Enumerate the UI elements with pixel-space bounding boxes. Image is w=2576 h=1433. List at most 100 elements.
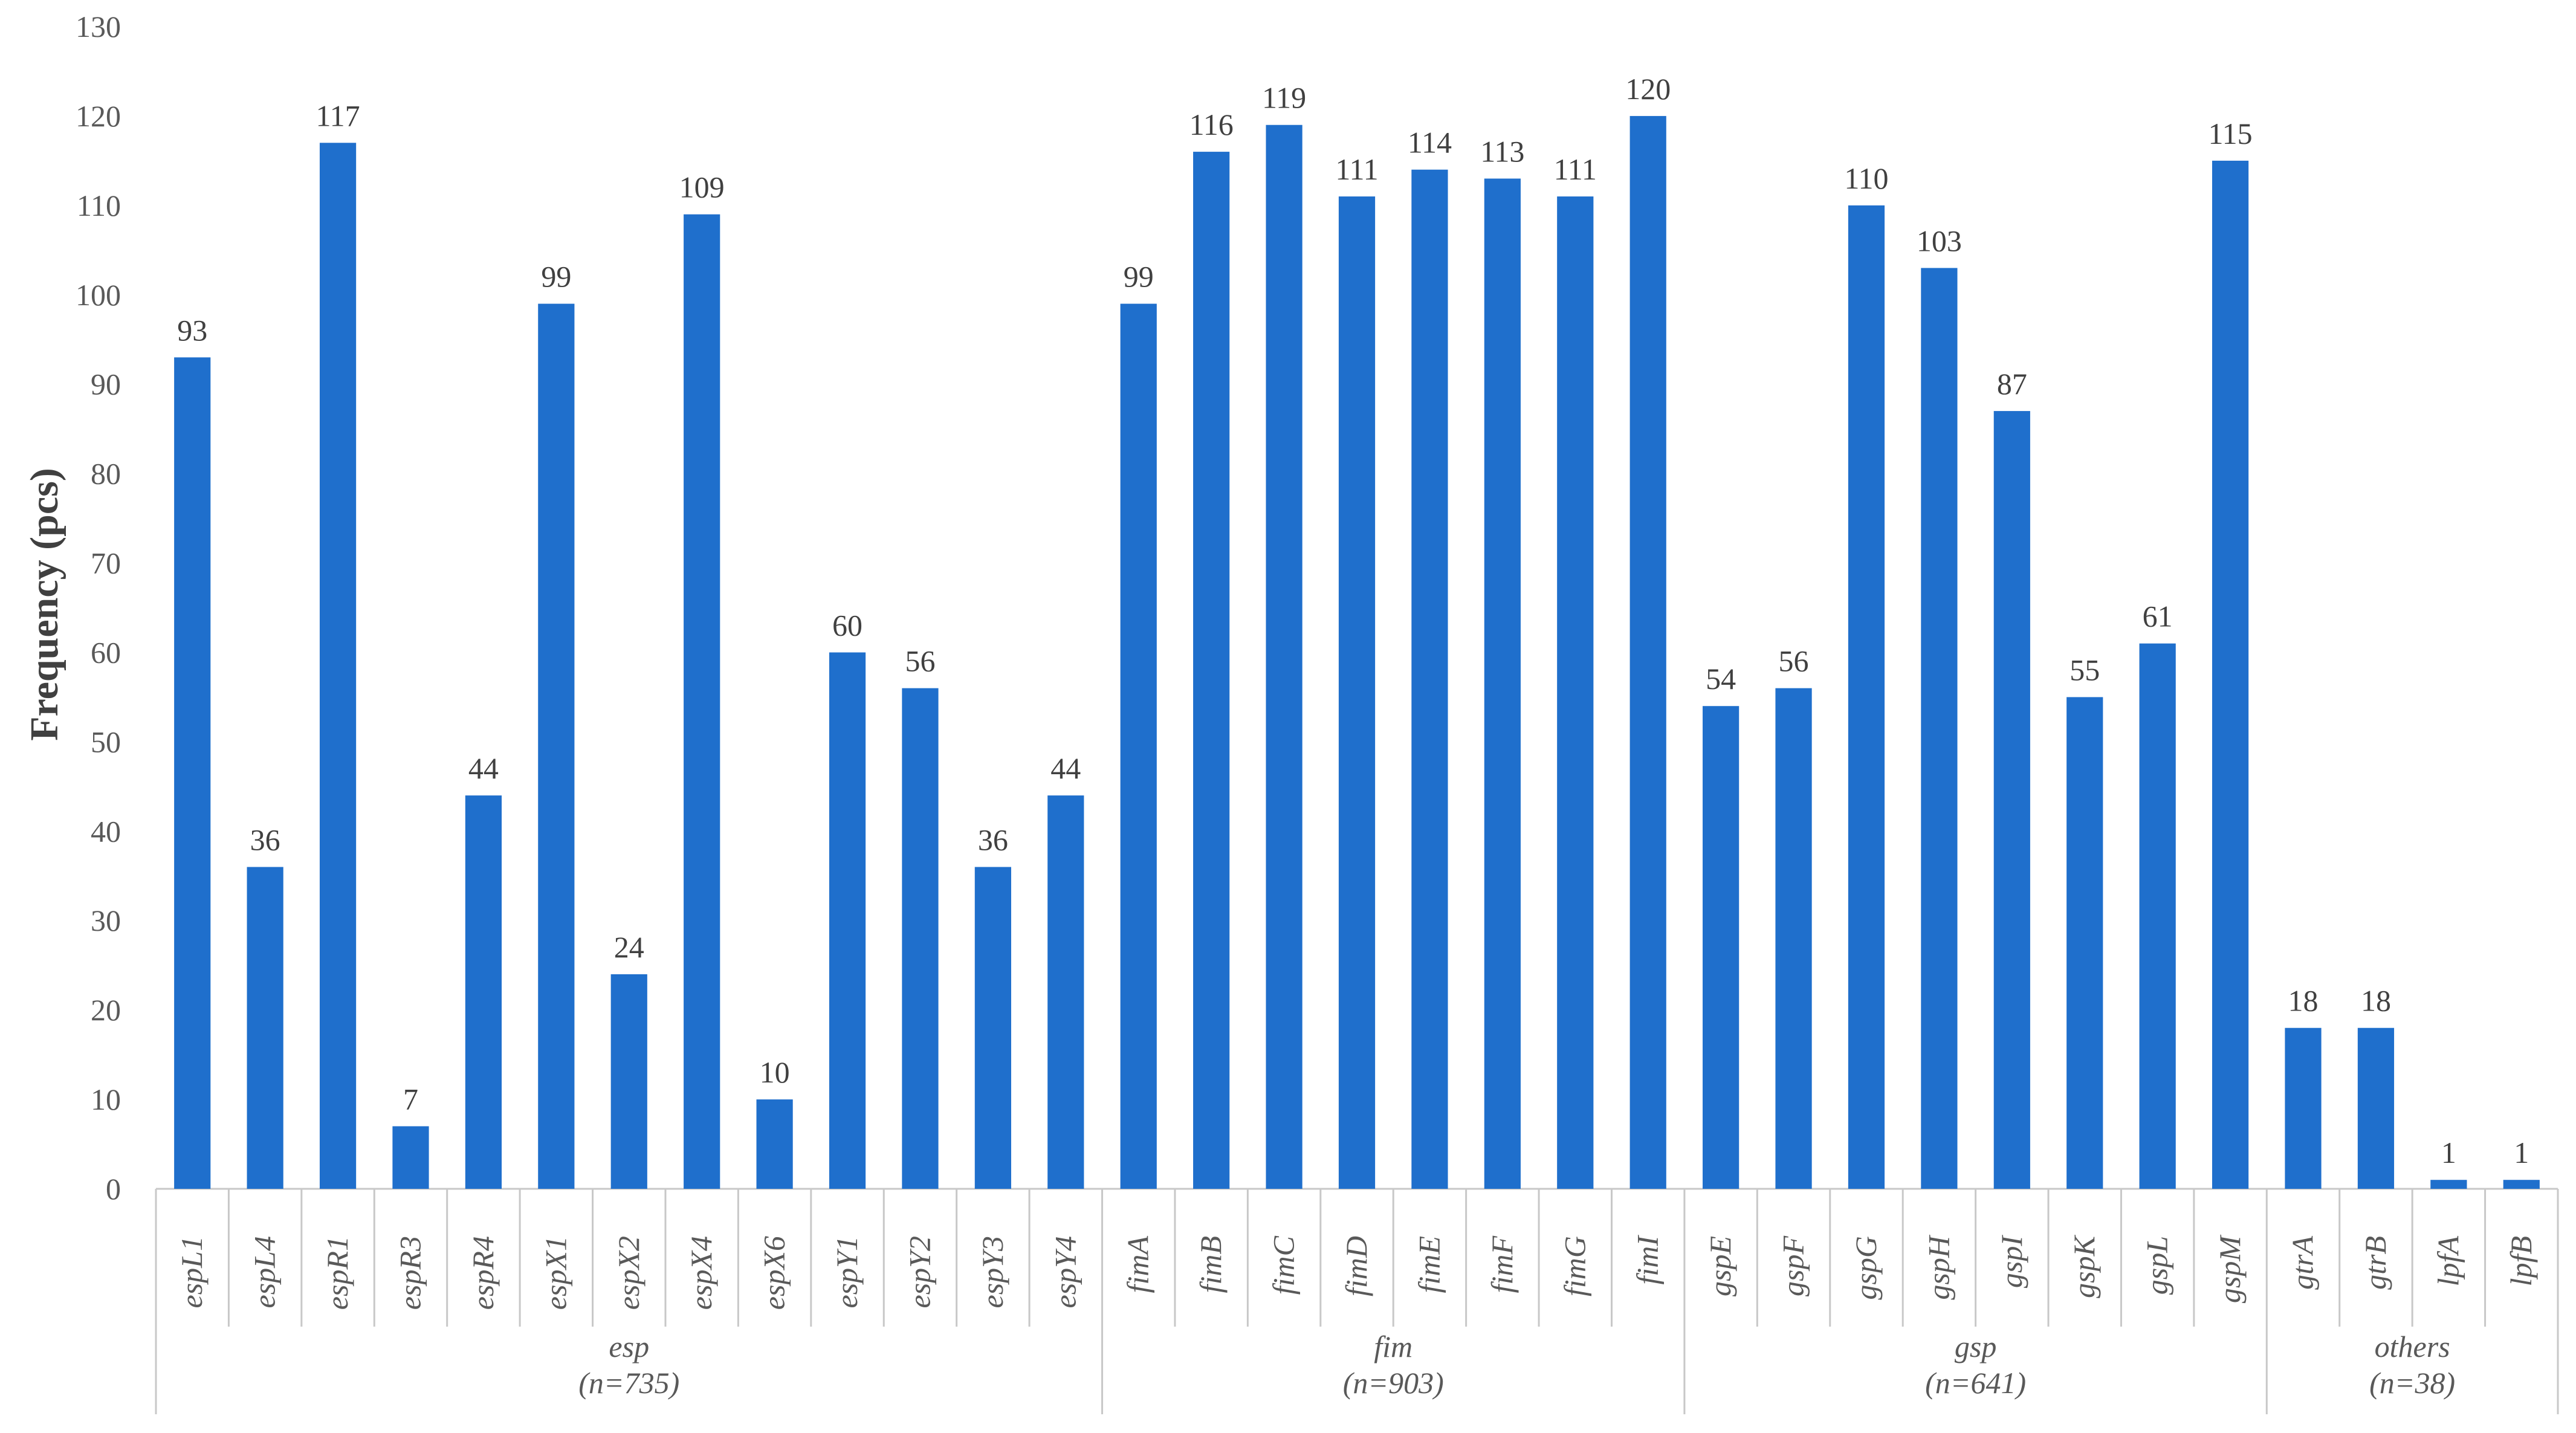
y-tick-label: 100 [76,278,121,312]
bar-gtrB [2357,1027,2395,1189]
bar-espR1 [319,143,357,1189]
data-label-gspF: 56 [1779,644,1809,678]
category-label-gspK: gspK [2067,1234,2101,1298]
data-label-gtrB: 18 [2361,984,2391,1018]
data-label-gtrA: 18 [2288,984,2319,1018]
bar-espY3 [974,867,1011,1189]
category-label-espY1: espY1 [830,1236,864,1308]
data-label-espR3: 7 [403,1082,418,1116]
bar-fimD [1338,196,1376,1189]
y-tick-label: 130 [76,10,121,44]
data-label-gspH: 103 [1917,224,1962,257]
category-label-espX6: espX6 [757,1236,791,1310]
category-label-lpfB: lpfB [2504,1236,2538,1286]
category-labels: espL1 espL4 espR1 espR3 espR4 espX1 espX2 espX4… [175,1234,2538,1310]
group-count-others: (n=38) [2369,1366,2455,1400]
bar-gspF [1775,688,1812,1189]
category-label-espY4: espY4 [1048,1236,1082,1308]
category-label-espX4: espX4 [684,1236,718,1310]
bar-espL4 [247,867,283,1189]
data-label-fimG: 111 [1554,152,1597,186]
bar-fimE [1411,169,1448,1189]
bar-gspI [1993,411,2030,1189]
group-count-esp: (n=735) [578,1366,679,1400]
bar-fimA [1120,303,1157,1189]
category-label-gspG: gspG [1849,1236,1883,1300]
data-label-espY4: 44 [1050,751,1081,785]
category-label-gtrB: gtrB [2358,1236,2392,1290]
bar-fimC [1266,125,1303,1189]
y-tick-label: 60 [91,635,121,669]
bar-espY4 [1047,795,1084,1189]
data-label-espL1: 93 [177,313,207,347]
data-label-espY1: 60 [832,608,862,642]
data-label-lpfB: 1 [2514,1136,2529,1169]
data-label-espR1: 117 [316,99,360,132]
category-label-fimA: fimA [1121,1236,1155,1293]
group-count-gsp: (n=641) [1925,1366,2026,1400]
bar-espX2 [610,974,647,1189]
group-count-fim: (n=903) [1343,1366,1444,1400]
data-label-espX1: 99 [541,260,571,294]
data-label-espX4: 109 [679,170,725,204]
data-label-gspG: 110 [1844,161,1888,195]
bar-gspH [1921,268,1958,1189]
bar-espR4 [465,795,502,1189]
y-tick-label: 110 [77,189,121,222]
category-label-fimG: fimG [1558,1236,1591,1296]
category-label-fimB: fimB [1194,1236,1228,1293]
y-tick-label: 120 [76,99,121,133]
bar-espY2 [902,688,939,1189]
category-label-espL1: espL1 [175,1236,209,1308]
bar-fimB [1193,152,1230,1189]
bar-lpfB [2503,1180,2540,1189]
category-label-gspM: gspM [2213,1235,2247,1303]
category-label-espR1: espR1 [320,1236,354,1310]
bar-espX4 [684,214,720,1189]
y-axis-title: Frequency (pcs) [22,468,66,741]
data-label-fimB: 116 [1189,108,1234,141]
category-label-lpfA: lpfA [2431,1236,2465,1287]
data-label-espX2: 24 [614,930,644,964]
category-label-espY3: espY3 [976,1236,1009,1308]
category-label-espY2: espY2 [902,1236,936,1308]
category-label-fimD: fimD [1339,1236,1373,1296]
y-tick-label: 40 [91,814,121,848]
y-tick-label: 50 [91,725,121,759]
data-label-espL4: 36 [250,823,280,856]
y-tick-label: 0 [106,1172,121,1206]
category-label-gspF: gspF [1776,1236,1810,1296]
category-label-fimF: fimF [1485,1236,1519,1293]
bar-gspK [2066,697,2103,1189]
category-label-gspE: gspE [1703,1236,1737,1296]
bar-gspM [2212,160,2249,1189]
bar-espR3 [392,1126,429,1189]
data-label-fimI: 120 [1625,72,1671,106]
bar-gspE [1703,706,1739,1189]
data-labels: 9336117744992410910605636449911611911111… [177,72,2529,1169]
category-label-fimC: fimC [1267,1235,1301,1295]
category-label-gtrA: gtrA [2286,1236,2320,1290]
bars [174,115,2540,1189]
data-label-gspL: 61 [2143,600,2173,633]
data-label-espY2: 56 [905,644,935,678]
data-label-espY3: 36 [978,823,1008,856]
data-label-espX6: 10 [760,1055,790,1089]
y-tick-label: 30 [91,904,121,937]
category-label-espR4: espR4 [466,1236,500,1310]
data-label-fimD: 111 [1335,152,1378,186]
bar-espY1 [829,652,866,1189]
category-label-espR3: espR3 [393,1236,427,1310]
category-label-gspI: gspI [1995,1235,2028,1288]
category-label-espX1: espX1 [539,1236,572,1310]
data-label-fimF: 113 [1480,134,1524,168]
group-name-fim: fim [1374,1330,1413,1363]
bar-espX1 [538,303,575,1189]
group-labels: esp(n=735) fim(n=903) gsp(n=641) others(n=3… [578,1330,2455,1400]
bar-gtrA [2285,1027,2322,1189]
data-label-gspI: 87 [1997,367,2027,401]
y-tick-label: 90 [91,367,121,401]
category-label-espX2: espX2 [612,1236,646,1310]
data-label-gspK: 55 [2070,653,2100,687]
